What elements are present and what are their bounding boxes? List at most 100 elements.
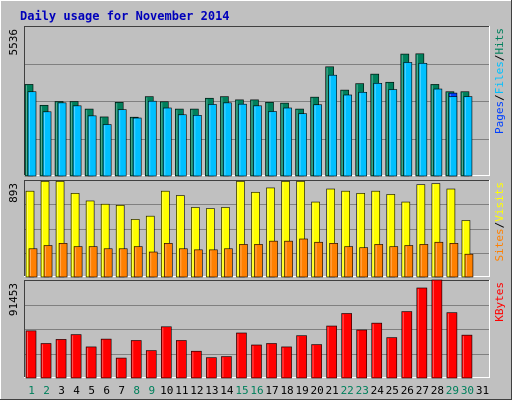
files-bar xyxy=(147,100,157,177)
sites-bar xyxy=(434,241,444,278)
files-bar xyxy=(373,83,383,177)
legend-item: Pages xyxy=(493,101,506,134)
sites-bar xyxy=(28,248,38,278)
kbytes-bar xyxy=(266,343,277,379)
files-bar xyxy=(418,62,428,177)
legend-item: Visits xyxy=(493,182,506,222)
sites-bar xyxy=(419,244,429,278)
sites-bar xyxy=(269,240,278,278)
kbytes-bar xyxy=(281,346,292,379)
day-label: 2 xyxy=(43,384,50,397)
day-axis: 1 2 3 4 5 6 7 8 9 10 11 12 13 14 15 16 17 18 19 20 21 22 23 24 2… xyxy=(28,384,489,397)
day-label: 26 xyxy=(401,384,414,397)
files-bar xyxy=(463,96,473,177)
day-label: 27 xyxy=(416,384,429,397)
legend-item: / xyxy=(493,222,506,229)
kbytes-bar xyxy=(221,356,232,379)
sites-bar xyxy=(464,253,474,278)
kbytes-bar xyxy=(40,343,52,379)
sites-bar xyxy=(404,245,414,278)
legend: Sites/Visits xyxy=(493,182,506,262)
day-label: 3 xyxy=(58,384,65,397)
sites-bar xyxy=(449,243,459,278)
sites-bar xyxy=(73,246,83,278)
files-bar xyxy=(268,111,277,177)
day-label: 7 xyxy=(118,384,125,397)
files-bar xyxy=(388,89,398,177)
kbytes-bar xyxy=(251,344,262,379)
files-bar xyxy=(298,113,307,177)
kbytes-bar xyxy=(145,350,157,379)
legend-item: Files xyxy=(493,61,506,94)
kbytes-bar xyxy=(160,326,172,379)
files-bar xyxy=(42,111,52,177)
sites-bar xyxy=(359,247,369,278)
kbytes-bar xyxy=(311,344,322,379)
files-bar xyxy=(433,88,443,177)
day-label: 8 xyxy=(133,384,140,397)
day-label: 29 xyxy=(446,384,459,397)
day-label: 25 xyxy=(386,384,399,397)
files-bar xyxy=(358,91,368,177)
kbytes-bar xyxy=(236,332,247,379)
day-label: 20 xyxy=(311,384,324,397)
files-bar xyxy=(313,104,322,177)
legend-item: / xyxy=(493,55,506,62)
kbytes-bar xyxy=(386,337,398,379)
kbytes-bar xyxy=(206,357,217,379)
sites-bar xyxy=(58,243,68,278)
files-bar xyxy=(87,115,97,177)
files-bar xyxy=(72,105,82,177)
y-max-label: 5536 xyxy=(7,29,20,56)
files-bar xyxy=(283,107,292,177)
legend-item: Sites xyxy=(493,228,506,261)
sites-bar xyxy=(284,240,293,278)
kbytes-bar xyxy=(55,339,67,379)
kbytes-bar xyxy=(191,350,202,379)
sites-bar xyxy=(299,238,308,278)
kbytes-bar xyxy=(461,334,473,379)
sites-bar xyxy=(329,243,338,278)
day-label: 16 xyxy=(250,384,263,397)
day-label: 15 xyxy=(235,384,248,397)
day-label: 11 xyxy=(175,384,188,397)
sites-bar xyxy=(239,244,248,278)
kbytes-bar xyxy=(70,334,82,379)
kbytes-bar xyxy=(431,279,443,379)
day-label: 6 xyxy=(103,384,110,397)
sites-bar xyxy=(179,248,188,278)
sites-bar xyxy=(374,244,384,278)
sites-bar xyxy=(389,246,399,278)
kbytes-bar xyxy=(100,338,112,379)
day-label: 14 xyxy=(220,384,234,397)
legend: KBytes xyxy=(493,282,506,322)
sites-bar xyxy=(133,246,143,278)
kbytes-bar xyxy=(85,346,97,379)
day-label: 30 xyxy=(461,384,474,397)
day-label: 4 xyxy=(73,384,80,397)
day-label: 24 xyxy=(371,384,385,397)
files-bar xyxy=(102,124,112,177)
legend: Pages/Files/Hits xyxy=(493,28,506,134)
day-label: 28 xyxy=(431,384,444,397)
legend-item: Hits xyxy=(493,28,506,55)
day-label: 17 xyxy=(265,384,278,397)
files-bar xyxy=(162,107,172,177)
legend-item: / xyxy=(493,94,506,101)
sites-bar xyxy=(163,243,173,278)
files-bar xyxy=(238,103,247,177)
sites-bar xyxy=(103,248,113,278)
sites-bar xyxy=(118,248,128,278)
sites-bar xyxy=(209,249,218,278)
day-label: 22 xyxy=(341,384,354,397)
day-label: 31 xyxy=(476,384,489,397)
day-label: 12 xyxy=(190,384,203,397)
y-max-label: 91453 xyxy=(7,283,20,316)
chart-title: Daily usage for November 2014 xyxy=(20,9,230,23)
kbytes-bar xyxy=(115,357,127,379)
day-label: 21 xyxy=(326,384,339,397)
files-bar xyxy=(208,104,217,177)
files-bar xyxy=(193,115,202,177)
kbytes-bar xyxy=(356,329,368,379)
